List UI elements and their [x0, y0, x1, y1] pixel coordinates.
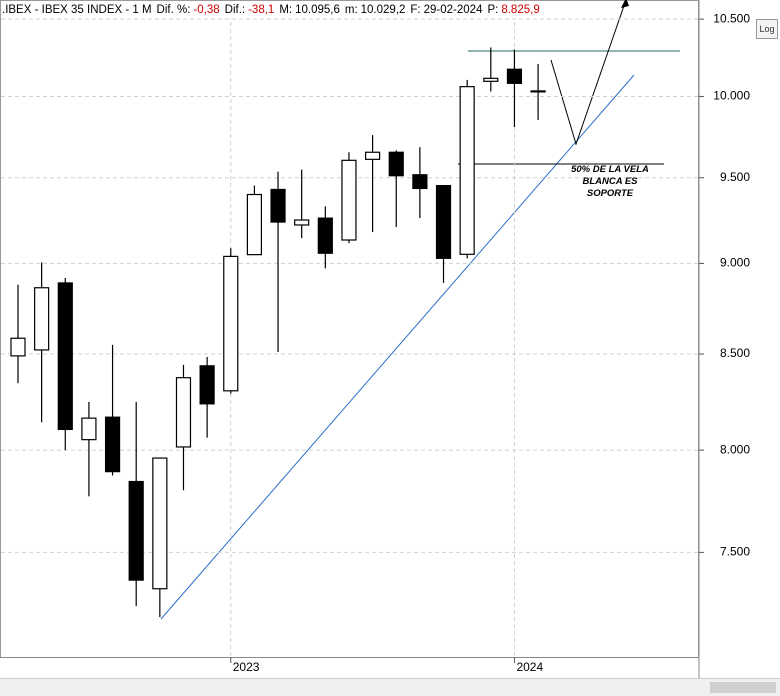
candle-body — [34, 287, 50, 351]
plot-frame — [0, 0, 699, 658]
y-tick-label: 8.000 — [720, 442, 750, 456]
candle-body — [341, 159, 357, 241]
candle-body — [317, 217, 333, 254]
candle-body — [412, 174, 428, 190]
header-label: F: — [410, 4, 421, 16]
header-value: 10.029,2 — [360, 4, 406, 16]
y-tick-label: 10.500 — [713, 11, 750, 25]
candle-body — [506, 68, 523, 84]
candle-body — [104, 416, 121, 473]
arrow-head — [621, 0, 629, 8]
y-tick-label: 9.500 — [720, 170, 750, 184]
arrow-path — [550, 0, 627, 146]
x-tick-label: 2023 — [233, 660, 260, 674]
candle-body — [128, 480, 144, 581]
x-tick-label: 2024 — [516, 660, 543, 674]
header-value: -38,1 — [248, 4, 275, 16]
candle-body — [246, 193, 262, 256]
header-label: Dif.: — [224, 4, 246, 16]
header-title: .IBEX - IBEX 35 INDEX - 1 M — [2, 4, 152, 16]
header-value: 8.825,9 — [501, 4, 540, 16]
header-value: -0,38 — [193, 4, 220, 16]
header-label: M: — [279, 4, 293, 16]
header-label: Dif. %: — [156, 4, 191, 16]
candle-body — [152, 457, 168, 590]
candle-body — [199, 365, 215, 405]
header-label: P: — [487, 4, 499, 16]
candle-body — [270, 188, 286, 223]
candle-body — [459, 86, 475, 255]
y-tick-label: 7.500 — [720, 545, 750, 559]
scroll-thumb[interactable] — [710, 682, 776, 693]
annotation-line: BLANCA ES — [582, 176, 638, 187]
scrollbar[interactable] — [0, 678, 780, 696]
candle-body — [223, 255, 239, 392]
header: .IBEX - IBEX 35 INDEX - 1 M Dif. %: -0,38 D… — [2, 2, 544, 18]
candle-body — [388, 151, 404, 177]
header-value: 10.095,6 — [295, 4, 340, 16]
annotation: 50% DE LA VELA BLANCA ES SOPORTE — [555, 164, 665, 200]
header-label: m: — [344, 4, 358, 16]
header-value: 29-02-2024 — [423, 4, 483, 16]
candle-body — [175, 377, 192, 448]
annotation-line: 50% DE LA VELA — [571, 164, 649, 175]
y-tick-label: 8.500 — [720, 346, 750, 360]
candle-body — [483, 77, 499, 82]
y-tick-label: 9.000 — [720, 256, 750, 270]
candle-body — [435, 185, 452, 259]
candle-body — [365, 151, 381, 160]
chart: 7.500 8.000 8.500 9.000 9.500 10.000 10.500 202… — [0, 0, 750, 678]
candle-body — [10, 337, 26, 357]
log-button[interactable]: Log — [756, 19, 778, 39]
candle-body — [57, 282, 73, 431]
candle-body — [530, 90, 546, 93]
grid — [1, 1, 698, 657]
candle-body — [294, 219, 310, 226]
candle-body — [81, 417, 97, 441]
trend-line — [160, 74, 635, 620]
y-tick-label: 10.000 — [713, 89, 750, 103]
annotation-line: SOPORTE — [586, 188, 634, 199]
